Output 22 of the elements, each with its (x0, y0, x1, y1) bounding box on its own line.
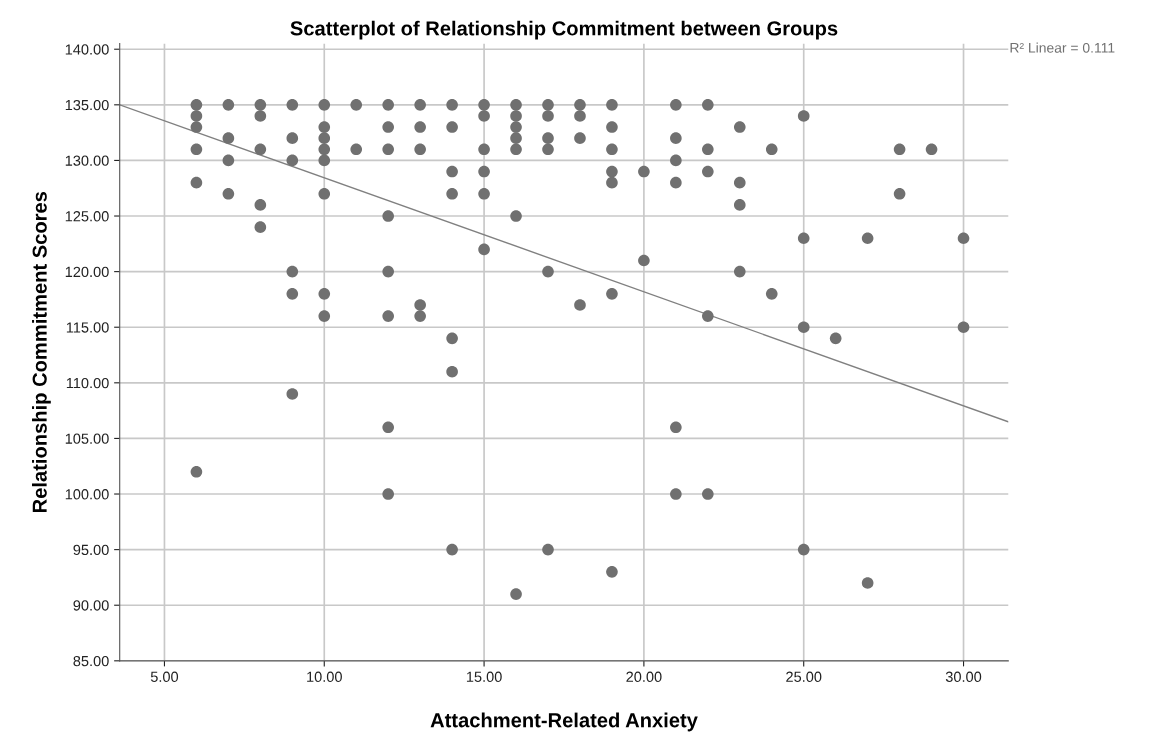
y-tick-label: 115.00 (66, 322, 109, 333)
x-tick-label: 20.00 (626, 671, 662, 682)
x-axis-title: Attachment-Related Anxiety (430, 712, 698, 732)
x-tick-label: 10.00 (307, 671, 342, 682)
y-axis-title: Relationship Commitment Scores (32, 191, 51, 513)
x-tick-label: 25.00 (786, 671, 822, 682)
y-tick-label: 120.00 (65, 266, 109, 278)
y-tick-label: 105.00 (65, 433, 109, 444)
x-tick-label: 15.00 (466, 671, 502, 682)
y-tick-label: 125.00 (65, 211, 109, 222)
y-tick-label: 110.00 (66, 377, 109, 389)
y-tick-label: 90.00 (73, 600, 109, 611)
y-tick-label: 100.00 (65, 489, 109, 500)
x-tick-label: 5.00 (150, 671, 179, 682)
y-tick-label: 135.00 (65, 99, 109, 111)
y-tick-label: 85.00 (73, 655, 109, 667)
y-tick-label: 140.00 (65, 44, 109, 55)
y-tick-label: 95.00 (73, 544, 109, 556)
chart-title: Scatterplot of Relationship Commitment between Groups (290, 20, 838, 40)
x-tick-label: 30.00 (945, 671, 982, 682)
y-tick-label: 130.00 (65, 155, 109, 166)
text: R² Linear = 0.111 (1010, 42, 1115, 53)
